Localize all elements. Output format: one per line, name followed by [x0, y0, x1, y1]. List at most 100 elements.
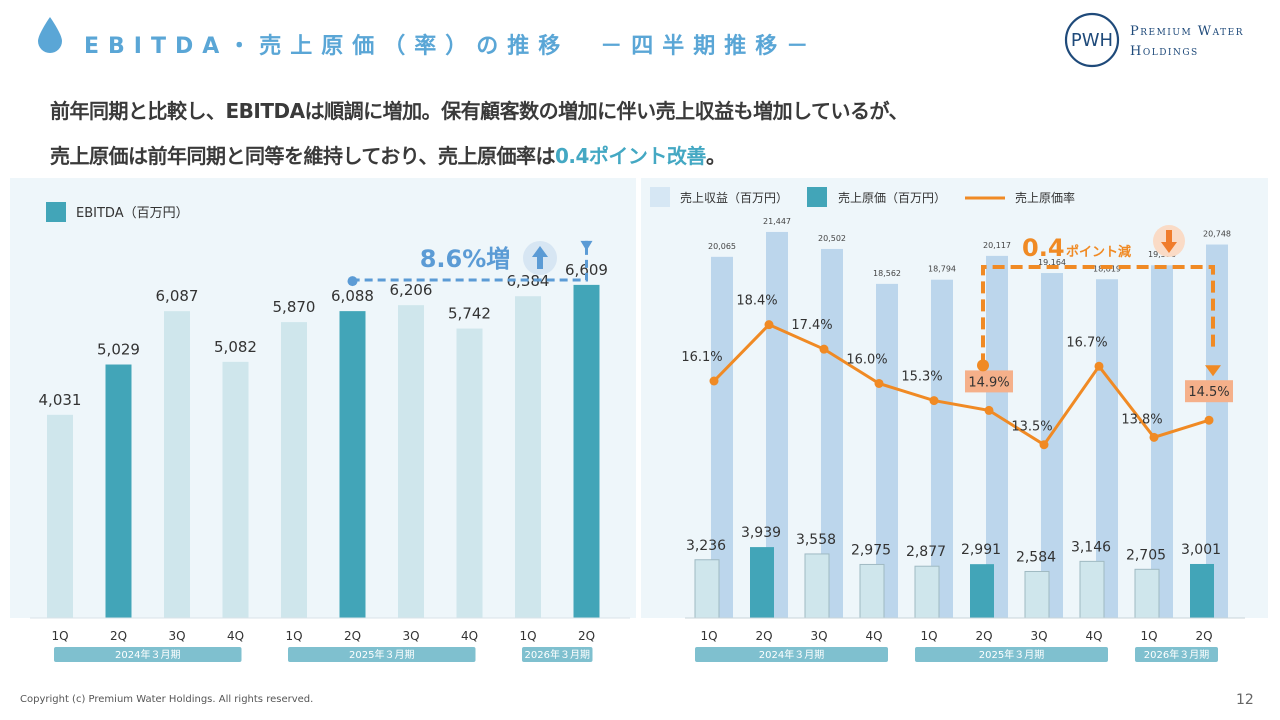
- x-tick-label: 1Q: [700, 629, 717, 643]
- period-label: 2026年３月期: [1144, 648, 1209, 661]
- revenue-value-label: 18,794: [928, 265, 956, 274]
- ebitda-value-label: 5,082: [214, 338, 257, 356]
- cogs-bar: [914, 565, 940, 619]
- revenue-bar: [1041, 273, 1063, 618]
- x-tick-label: 1Q: [1140, 629, 1157, 643]
- ebitda-value-label: 4,031: [39, 391, 82, 409]
- x-tick-label: 3Q: [402, 629, 419, 643]
- bracket-start-dot: [977, 359, 989, 372]
- cost-rate-point: [709, 376, 719, 386]
- cost-rate-line: [712, 322, 1210, 447]
- period-label: 2026年３月期: [525, 648, 590, 661]
- ebitda-bar: [105, 364, 132, 618]
- ebitda-bar: [456, 328, 483, 618]
- revenue-value-label: 18,562: [873, 269, 901, 278]
- x-tick-label: 3Q: [810, 629, 827, 643]
- ebitda-bar: [339, 311, 366, 618]
- cost-rate-point: [874, 378, 884, 388]
- logo-monogram: PWH: [1071, 30, 1113, 51]
- ebitda-value-label: 6,206: [390, 281, 433, 299]
- legend-label-ebitda: EBITDA（百万円）: [76, 206, 189, 221]
- cogs-bar: [804, 553, 830, 619]
- x-tick-label: 2Q: [110, 629, 127, 643]
- x-tick-label: 4Q: [227, 629, 244, 643]
- cogs-value-label: 2,991: [961, 542, 1001, 558]
- cogs-value-label: 2,584: [1016, 549, 1056, 565]
- cogs-value-label: 3,001: [1181, 542, 1221, 558]
- revenue-bar: [1151, 265, 1173, 618]
- cost-chart: 売上収益（百万円） 売上原価（百万円） 売上原価率 20,065 3,236 1Q 21,4…: [650, 187, 1245, 662]
- revenue-bar: [931, 279, 953, 618]
- ebitda-bar: [398, 305, 424, 618]
- legend-label-revenue: 売上収益（百万円）: [680, 190, 788, 205]
- revenue-bar: [1206, 244, 1228, 618]
- cogs-value-label: 3,939: [741, 525, 781, 541]
- x-tick-label: 4Q: [1085, 629, 1102, 643]
- revenue-bar: [711, 256, 733, 618]
- ebitda-bar: [281, 322, 307, 618]
- company-logo-icon: PWH: [1064, 12, 1120, 68]
- cogs-value-label: 2,877: [906, 544, 946, 560]
- x-tick-label: 4Q: [865, 629, 882, 643]
- period-label: 2024年３月期: [759, 648, 824, 661]
- x-tick-label: 1Q: [285, 629, 302, 643]
- headline-line-2: 売上原価は前年同期と同等を維持しており、売上原価率は0.4ポイント改善。: [50, 140, 726, 169]
- cost-rate-point: [764, 320, 774, 330]
- revenue-value-label: 20,117: [983, 241, 1011, 250]
- revenue-bar: [821, 248, 843, 618]
- cost-rate-label: 15.3%: [901, 370, 942, 385]
- period-label: 2024年３月期: [115, 648, 180, 661]
- ebitda-value-label: 5,029: [97, 341, 140, 359]
- cogs-bar: [1190, 563, 1214, 618]
- up-arrow-icon: [532, 246, 548, 269]
- cost-rate-label: 14.5%: [1188, 385, 1229, 400]
- company-name-line1: Premium Water: [1130, 24, 1245, 39]
- ebitda-value-label: 6,609: [565, 261, 608, 279]
- x-tick-label: 2Q: [1195, 629, 1212, 643]
- ebitda-chart: EBITDA（百万円） 4,031 1Q 5,029 2Q 6,087 3Q 5,082 4Q 5…: [30, 202, 630, 662]
- legend-label-cogs: 売上原価（百万円）: [838, 190, 946, 205]
- legend-swatch-revenue: [650, 187, 670, 207]
- x-tick-label: 4Q: [461, 629, 478, 643]
- x-tick-label: 1Q: [920, 629, 937, 643]
- cost-rate-label: 13.8%: [1121, 412, 1162, 427]
- cost-rate-point: [929, 396, 939, 406]
- cogs-value-label: 3,558: [796, 532, 836, 548]
- period-band: [915, 647, 1108, 662]
- cost-rate-label-bg: [965, 370, 1013, 393]
- cost-rate-point: [1039, 440, 1049, 450]
- decrease-annotation-number: 0.4: [1022, 234, 1065, 262]
- cost-rate-label: 14.9%: [968, 375, 1009, 390]
- cogs-bar: [1079, 560, 1105, 619]
- legend-swatch-ebitda: [46, 202, 66, 222]
- legend-label-rate: 売上原価率: [1015, 190, 1075, 205]
- headline-line-1: 前年同期と比較し、EBITDAは順調に増加。保有顧客数の増加に伴い売上収益も増加…: [50, 99, 909, 123]
- cogs-value-label: 2,975: [851, 542, 891, 558]
- period-band: [54, 647, 242, 662]
- bracket-arrowhead: [580, 240, 593, 251]
- ebitda-value-label: 5,870: [273, 298, 316, 316]
- page-title: EBITDA・売上原価（率）の推移 －四半期推移－: [84, 34, 818, 59]
- cost-rate-label: 16.1%: [681, 350, 722, 365]
- cost-rate-label: 17.4%: [791, 318, 832, 333]
- cost-rate-label: 16.0%: [846, 352, 887, 367]
- ebitda-bar: [222, 361, 249, 618]
- cost-rate-label: 18.4%: [736, 294, 777, 309]
- revenue-value-label: 20,748: [1203, 230, 1231, 239]
- revenue-value-label: 21,447: [763, 217, 791, 226]
- period-band: [1135, 647, 1218, 662]
- legend-swatch-cogs: [807, 187, 827, 207]
- x-tick-label: 2Q: [975, 629, 992, 643]
- headline-line-2-prefix: 売上原価は前年同期と同等を維持しており、売上原価率は: [50, 144, 556, 168]
- period-label: 2025年３月期: [979, 648, 1044, 661]
- x-tick-label: 3Q: [168, 629, 185, 643]
- ebitda-value-label: 5,742: [448, 305, 491, 323]
- x-tick-label: 1Q: [519, 629, 536, 643]
- period-label: 2025年３月期: [349, 648, 414, 661]
- cogs-bar: [694, 559, 720, 619]
- cost-rate-point: [819, 344, 829, 354]
- bracket-start-dot: [347, 276, 358, 287]
- ebitda-bar: [164, 311, 190, 618]
- revenue-value-label: 20,502: [818, 234, 846, 243]
- copyright: Copyright (c) Premium Water Holdings. Al…: [20, 694, 314, 705]
